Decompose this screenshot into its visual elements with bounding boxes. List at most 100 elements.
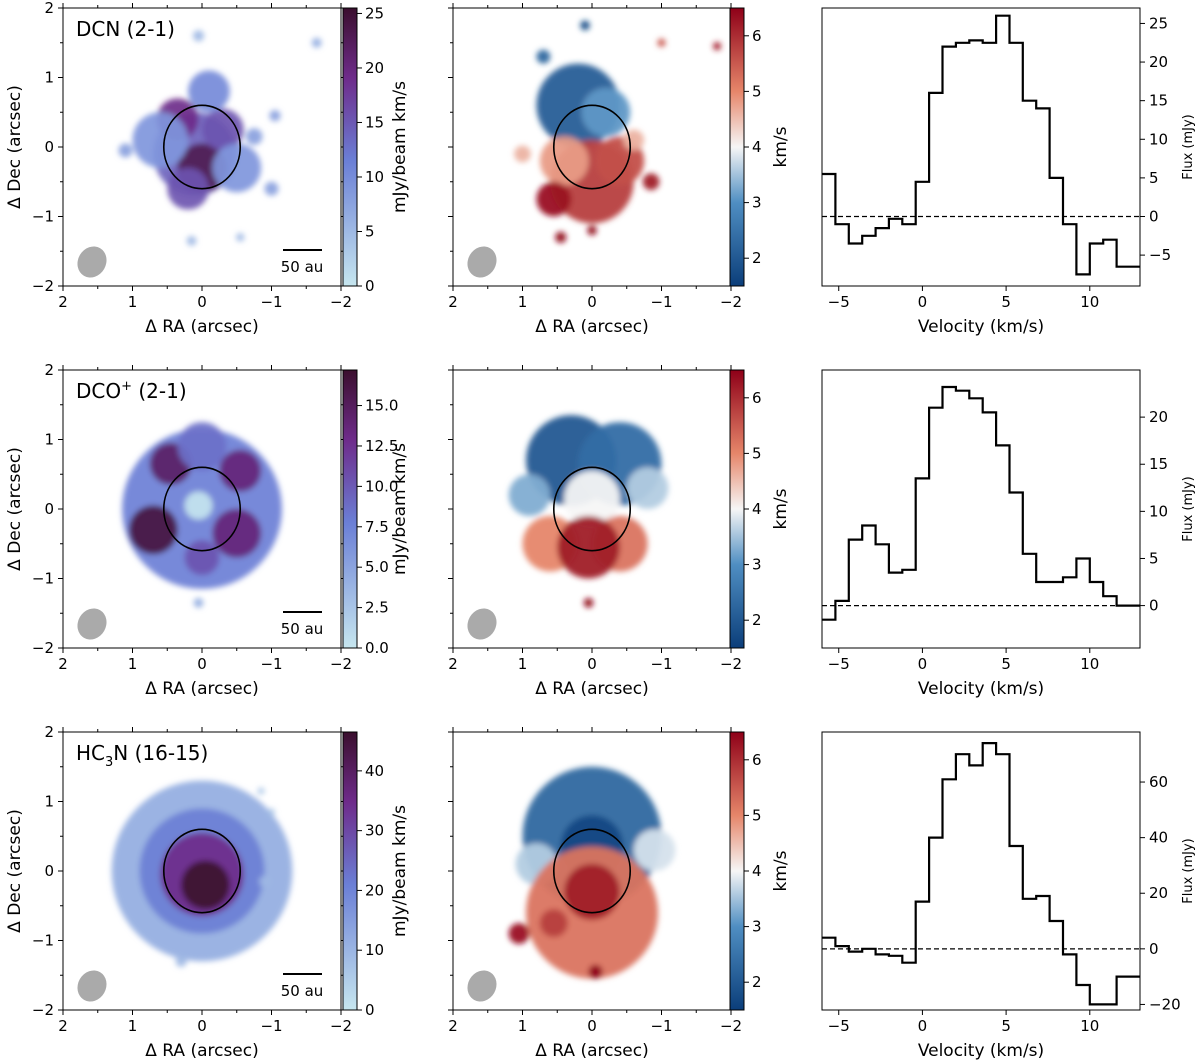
colorbar-label: mJy/beam km/s: [390, 81, 410, 213]
x-tick-label: 2: [58, 293, 68, 311]
y-axis-label: Flux (mJy): [1181, 114, 1196, 180]
y-tick-label: 15: [1149, 455, 1168, 473]
beam-ellipse: [467, 970, 497, 1002]
x-tick-label: 1: [518, 655, 528, 673]
colorbar-tick-label: 0: [365, 277, 375, 295]
emission-blob: [311, 37, 322, 48]
emission-blob: [712, 42, 722, 51]
colorbar-tick-label: 4: [752, 500, 762, 518]
continuum-ellipse: [552, 828, 632, 914]
x-tick-label: −1: [650, 1017, 672, 1035]
y-tick-label: 2: [44, 361, 54, 379]
emission-layer: [508, 415, 669, 608]
x-axis-label: Δ RA (arcsec): [535, 679, 649, 699]
colorbar-tick-label: 2: [752, 249, 762, 267]
colorbar-tick-label: 0: [365, 1001, 375, 1019]
colorbar: [729, 369, 745, 649]
beam-ellipse: [77, 246, 107, 278]
beam-ellipse: [77, 608, 107, 640]
continuum-ellipse: [162, 466, 242, 552]
scalebar-label: 50 au: [281, 258, 324, 276]
colorbar-tick-label: 2: [752, 611, 762, 629]
colorbar-tick-label: 2: [752, 973, 762, 991]
y-tick-label: −20: [1149, 995, 1181, 1013]
colorbar: [729, 7, 745, 287]
emission-blob: [258, 875, 271, 887]
emission-blob: [580, 20, 590, 31]
emission-layer: [118, 30, 322, 246]
spectrum-frame: [821, 7, 1141, 287]
emission-blob: [564, 470, 620, 527]
x-tick-label: −1: [260, 1017, 282, 1035]
scalebar-label: 50 au: [281, 982, 324, 1000]
emission-blob: [184, 491, 213, 520]
emission-blob: [177, 422, 227, 471]
emission-blob: [587, 225, 597, 236]
y-tick-label: 0: [1149, 940, 1159, 958]
y-tick-label: 0: [44, 862, 54, 880]
x-tick-label: −5: [828, 655, 850, 673]
x-tick-label: 1: [128, 1017, 138, 1035]
x-tick-label: 2: [448, 1017, 458, 1035]
colorbar-label: km/s: [771, 850, 791, 891]
colorbar-tick-label: 30: [365, 822, 384, 840]
colorbar-tick-label: 5.0: [365, 558, 389, 576]
colorbar-tick-label: 5: [365, 222, 375, 240]
x-tick-label: −1: [260, 293, 282, 311]
emission-blob: [193, 597, 204, 608]
y-axis-label: Δ Dec (arcsec): [5, 447, 25, 571]
x-tick-label: 0: [587, 655, 597, 673]
x-tick-label: 10: [1080, 293, 1099, 311]
x-tick-label: −2: [330, 655, 352, 673]
y-axis-label: Δ Dec (arcsec): [5, 809, 25, 933]
x-axis-label: Velocity (km/s): [918, 679, 1044, 699]
colorbar-label: km/s: [771, 126, 791, 167]
emission-blob: [129, 505, 178, 555]
colorbar-tick-label: 2.5: [365, 599, 389, 617]
spectrum-panel-2: −5 0 5 10 −5 0 5 10 15 20 25: [821, 7, 1171, 311]
panel-title: HC3N (16-15): [76, 741, 208, 770]
x-tick-label: −1: [650, 293, 672, 311]
x-tick-label: 0: [197, 1017, 207, 1035]
emission-blob: [118, 143, 133, 158]
x-tick-label: 10: [1080, 655, 1099, 673]
beam-ellipse: [467, 246, 497, 278]
colorbar-tick-label: 20: [365, 881, 384, 899]
colorbar-tick-label: 4: [752, 138, 762, 156]
colorbar-tick-label: 3: [752, 918, 762, 936]
emission-blob: [588, 964, 603, 979]
spectrum-line: [822, 14, 1140, 276]
emission-blob: [245, 128, 263, 145]
colorbar: [342, 731, 358, 1011]
emission-layer: [508, 766, 676, 979]
x-tick-label: 1: [518, 293, 528, 311]
panel-title: DCO+ (2-1): [76, 379, 187, 403]
y-axis-label: Δ Dec (arcsec): [5, 85, 25, 209]
x-tick-label: 0: [918, 1017, 928, 1035]
colorbar-tick-label: 4: [752, 862, 762, 880]
x-tick-label: 2: [448, 293, 458, 311]
x-tick-label: −2: [720, 293, 742, 311]
x-tick-label: 5: [1001, 293, 1011, 311]
spectrum-line: [822, 742, 1140, 1006]
emission-blob: [508, 474, 551, 516]
spectrum-panel-5: −5 0 5 10 0 5 10 15 20: [821, 369, 1168, 673]
x-axis-label: Velocity (km/s): [918, 1041, 1044, 1061]
x-tick-label: 5: [1001, 1017, 1011, 1035]
y-tick-label: −5: [1149, 246, 1171, 264]
y-tick-label: −2: [32, 1001, 54, 1019]
y-tick-label: 20: [1149, 884, 1168, 902]
emission-blob: [236, 233, 245, 242]
x-tick-label: −1: [260, 655, 282, 673]
emission-blob: [564, 864, 620, 920]
emission-blob: [657, 38, 666, 47]
colorbar-tick-label: 3: [752, 194, 762, 212]
emission-blob: [269, 110, 281, 122]
y-tick-label: 0: [44, 500, 54, 518]
x-tick-label: −2: [720, 1017, 742, 1035]
y-tick-label: 1: [44, 793, 54, 811]
y-tick-label: 15: [1149, 92, 1168, 110]
title-tail: N (16-15): [113, 741, 208, 765]
y-axis-label: Flux (mJy): [1181, 476, 1196, 542]
emission-blob: [181, 860, 230, 910]
